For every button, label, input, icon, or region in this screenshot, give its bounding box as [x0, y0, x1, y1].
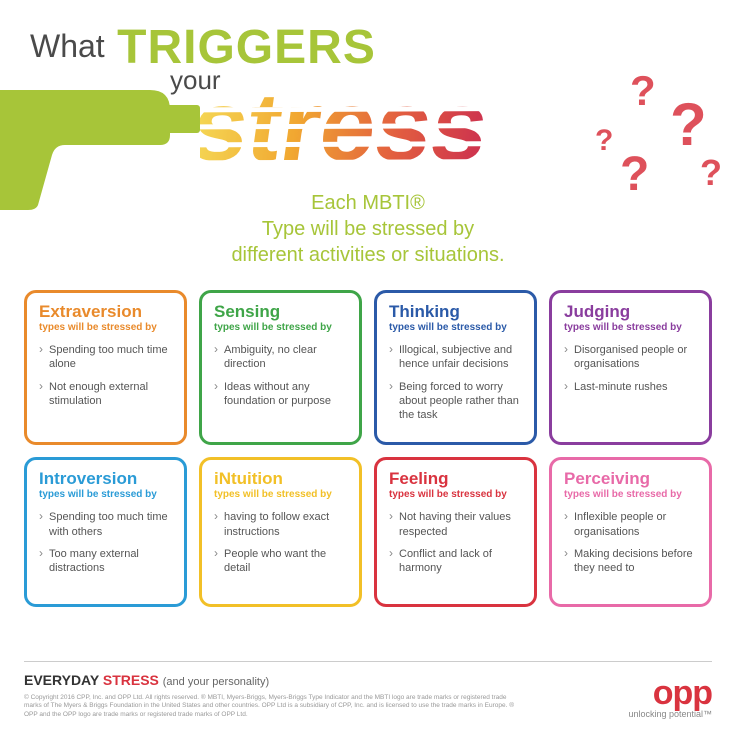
card-extraversion: Extraversion types will be stressed by Spe… — [24, 290, 187, 445]
card-list: Spending too much time alone Not enough e… — [39, 343, 172, 408]
card-title: Thinking — [389, 303, 522, 320]
card-list: Not having their values respected Conflic… — [389, 510, 522, 575]
card-title: Feeling — [389, 470, 522, 487]
subheading-line1: Each MBTI® — [311, 192, 425, 214]
title-what: What — [30, 28, 105, 65]
footer-brand: EVERYDAY STRESS (and your personality) — [24, 672, 269, 688]
card-list-item: Making decisions before they need to — [564, 547, 697, 576]
card-list-item: Not having their values respected — [389, 510, 522, 539]
card-title: iNtuition — [214, 470, 347, 487]
card-title: Judging — [564, 303, 697, 320]
title-block: What TRIGGERS your — [30, 20, 706, 96]
card-list-item: having to follow exact instructions — [214, 510, 347, 539]
card-subtitle: types will be stressed by — [39, 489, 172, 500]
footer-divider — [24, 661, 712, 662]
card-list-item: Ideas without any foundation or purpose — [214, 380, 347, 409]
card-subtitle: types will be stressed by — [214, 322, 347, 333]
footer-brand-stress: STRESS — [103, 672, 159, 688]
subheading: Each MBTI® Type will be stressed by diff… — [0, 190, 736, 268]
card-list-item: Ambiguity, no clear direction — [214, 343, 347, 372]
footer: EVERYDAY STRESS (and your personality) ©… — [24, 661, 712, 719]
card-list-item: Spending too much time with others — [39, 510, 172, 539]
card-title: Introversion — [39, 470, 172, 487]
card-subtitle: types will be stressed by — [389, 322, 522, 333]
card-list-item: Conflict and lack of harmony — [389, 547, 522, 576]
card-subtitle: types will be stressed by — [389, 489, 522, 500]
footer-brand-everyday: EVERYDAY — [24, 672, 99, 688]
svg-text:?: ? — [700, 152, 722, 193]
opp-logo: opp — [628, 680, 712, 707]
card-list: Ambiguity, no clear direction Ideas witho… — [214, 343, 347, 408]
card-subtitle: types will be stressed by — [564, 322, 697, 333]
logo-tagline: unlocking potential™ — [628, 709, 712, 719]
svg-text:?: ? — [670, 91, 707, 158]
card-feeling: Feeling types will be stressed by Not havi… — [374, 457, 537, 607]
card-list-item: Illogical, subjective and hence unfair d… — [389, 343, 522, 372]
copyright-text: © Copyright 2016 CPP, Inc. and OPP Ltd. … — [24, 694, 524, 719]
subheading-line3: different activities or situations. — [231, 244, 504, 266]
card-list: having to follow exact instructions Peopl… — [214, 510, 347, 575]
card-list-item: Too many external distractions — [39, 547, 172, 576]
header: What TRIGGERS your stress — [0, 0, 736, 290]
card-list-item: Being forced to worry about people rathe… — [389, 380, 522, 423]
card-list-item: Inflexible people or organisations — [564, 510, 697, 539]
card-sensing: Sensing types will be stressed by Ambiguit… — [199, 290, 362, 445]
card-introversion: Introversion types will be stressed by Spe… — [24, 457, 187, 607]
card-list-item: Disorganised people or organisations — [564, 343, 697, 372]
card-subtitle: types will be stressed by — [39, 322, 172, 333]
card-list-item: Spending too much time alone — [39, 343, 172, 372]
logo-block: opp unlocking potential™ — [628, 680, 712, 719]
card-title: Perceiving — [564, 470, 697, 487]
card-list: Inflexible people or organisations Making… — [564, 510, 697, 575]
card-subtitle: types will be stressed by — [214, 489, 347, 500]
card-list: Disorganised people or organisations Last… — [564, 343, 697, 394]
card-perceiving: Perceiving types will be stressed by Infle… — [549, 457, 712, 607]
card-list: Spending too much time with others Too ma… — [39, 510, 172, 575]
cards-grid: Extraversion types will be stressed by Spe… — [0, 290, 736, 607]
card-list: Illogical, subjective and hence unfair d… — [389, 343, 522, 422]
card-subtitle: types will be stressed by — [564, 489, 697, 500]
title-triggers: TRIGGERS — [117, 20, 376, 75]
card-judging: Judging types will be stressed by Disorgan… — [549, 290, 712, 445]
footer-tagline: (and your personality) — [163, 676, 269, 688]
subheading-line2: Type will be stressed by — [262, 218, 474, 240]
svg-text:?: ? — [595, 124, 613, 157]
card-thinking: Thinking types will be stressed by Illogic… — [374, 290, 537, 445]
card-list-item: Not enough external stimulation — [39, 380, 172, 409]
card-title: Extraversion — [39, 303, 172, 320]
card-title: Sensing — [214, 303, 347, 320]
footer-left: EVERYDAY STRESS (and your personality) ©… — [24, 672, 524, 719]
card-list-item: Last-minute rushes — [564, 380, 697, 394]
card-intuition: iNtuition types will be stressed by having… — [199, 457, 362, 607]
card-list-item: People who want the detail — [214, 547, 347, 576]
